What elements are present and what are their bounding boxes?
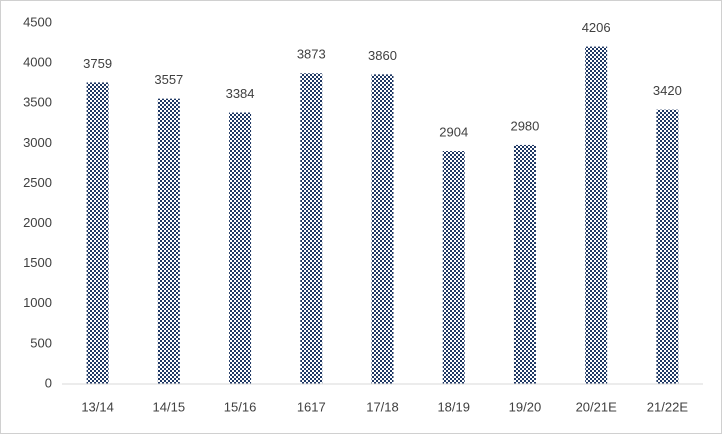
bar xyxy=(656,109,679,384)
y-tick-label: 2000 xyxy=(23,215,52,230)
data-label: 3759 xyxy=(83,56,112,71)
bar xyxy=(229,112,252,384)
bar xyxy=(513,144,536,384)
x-tick-label: 18/19 xyxy=(437,399,470,414)
x-tick-label: 20/21E xyxy=(576,399,618,414)
data-label: 4206 xyxy=(582,20,611,35)
data-label: 2980 xyxy=(510,118,539,133)
x-tick-label: 1617 xyxy=(297,399,326,414)
y-tick-label: 4000 xyxy=(23,55,52,70)
y-tick-label: 4500 xyxy=(23,14,52,29)
data-label: 3873 xyxy=(297,47,326,62)
x-tick-label: 17/18 xyxy=(366,399,399,414)
y-tick-label: 1500 xyxy=(23,255,52,270)
data-label: 3860 xyxy=(368,48,397,63)
x-tick-label: 15/16 xyxy=(224,399,257,414)
data-label: 3420 xyxy=(653,83,682,98)
y-tick-label: 3000 xyxy=(23,135,52,150)
x-tick-label: 21/22E xyxy=(647,399,689,414)
y-tick-label: 3500 xyxy=(23,95,52,110)
bar xyxy=(371,74,394,384)
x-tick-label: 13/14 xyxy=(81,399,114,414)
bar xyxy=(157,98,180,384)
data-label: 3557 xyxy=(154,72,183,87)
bar xyxy=(585,46,608,385)
y-tick-label: 500 xyxy=(30,335,52,350)
x-tick-label: 19/20 xyxy=(509,399,542,414)
y-tick-label: 2500 xyxy=(23,175,52,190)
bar xyxy=(442,151,465,384)
y-tick-label: 1000 xyxy=(23,295,52,310)
y-tick-label: 0 xyxy=(45,375,52,390)
bar xyxy=(300,73,323,385)
data-label: 3384 xyxy=(226,86,255,101)
bar xyxy=(86,82,109,384)
x-tick-label: 14/15 xyxy=(153,399,186,414)
data-label: 2904 xyxy=(439,124,468,139)
